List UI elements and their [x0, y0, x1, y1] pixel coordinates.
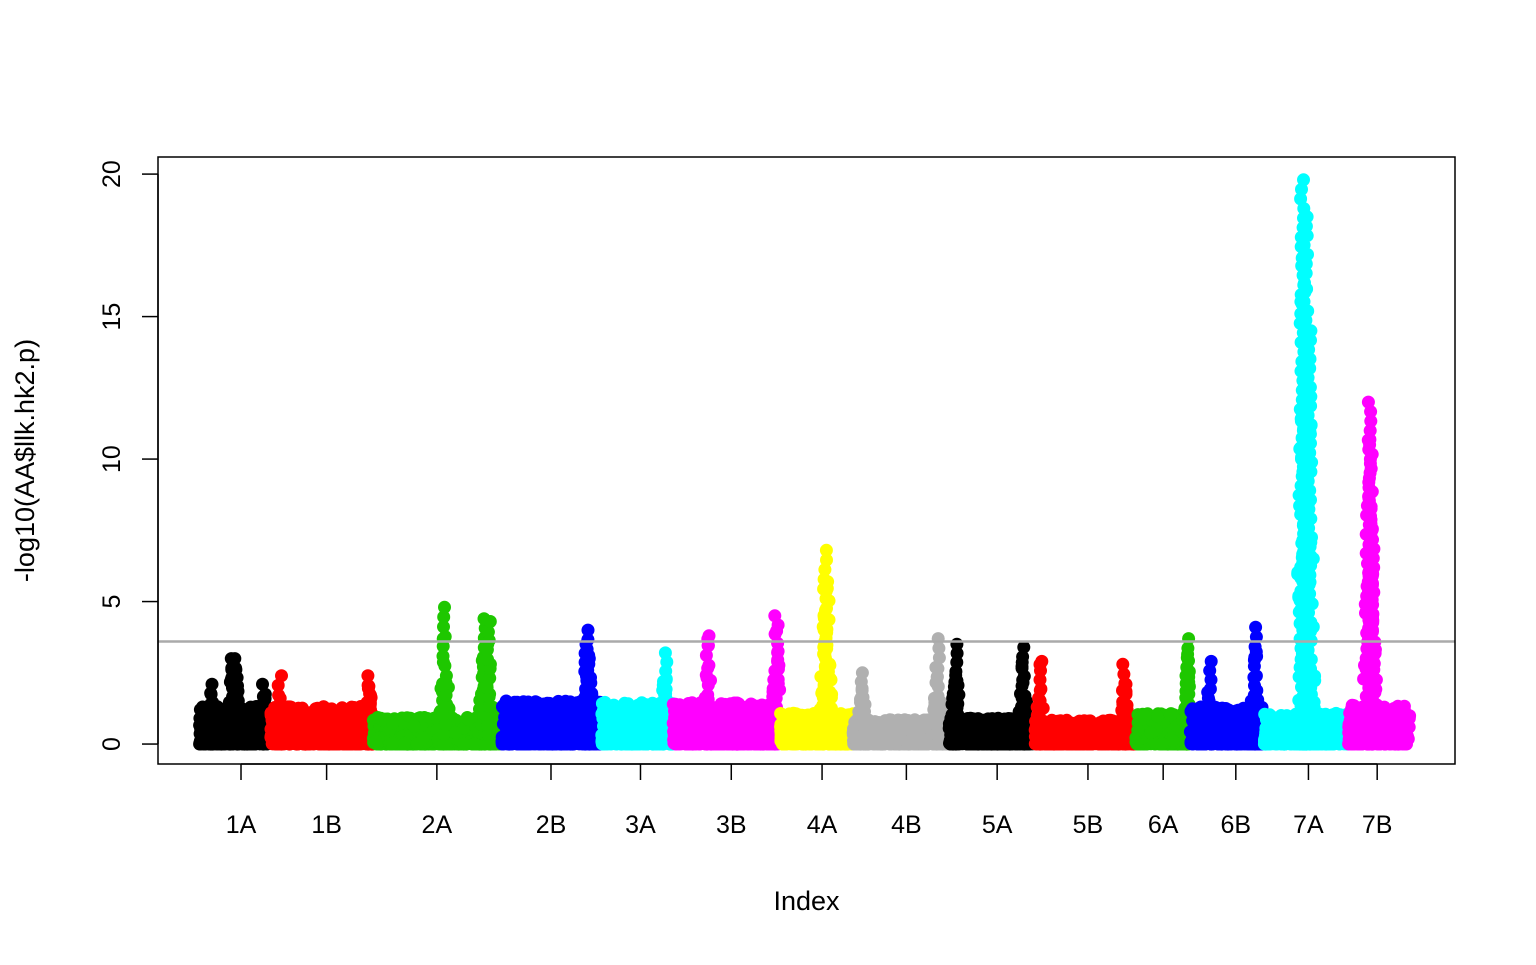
peak-point	[205, 717, 219, 731]
data-point	[416, 731, 430, 745]
data-point	[564, 736, 578, 750]
peak-point	[579, 637, 593, 651]
peak-point	[361, 669, 375, 683]
data-point	[341, 706, 355, 720]
data-point	[462, 713, 475, 726]
data-point	[321, 719, 335, 733]
data-point	[675, 722, 689, 736]
data-point	[407, 719, 421, 733]
data-point	[679, 734, 692, 748]
data-point	[195, 720, 209, 734]
data-point	[312, 734, 326, 748]
data-point	[606, 736, 619, 750]
data-point	[240, 711, 254, 724]
data-point	[246, 720, 260, 734]
data-point	[563, 716, 577, 730]
chromosome-3b-points	[666, 609, 787, 751]
data-point	[791, 736, 805, 750]
peak-point	[230, 680, 244, 694]
peak-point	[256, 677, 269, 691]
data-point	[369, 735, 383, 748]
chromosome-4a-points	[774, 543, 860, 751]
peak-point	[819, 543, 833, 557]
peak-point	[483, 615, 497, 628]
data-point	[780, 731, 794, 745]
peak-point	[206, 737, 219, 751]
data-point	[639, 727, 653, 741]
peak-point	[230, 728, 244, 742]
chromosome-2a-points	[366, 600, 509, 751]
peak-point	[768, 609, 782, 623]
data-point	[758, 711, 772, 725]
peak-point	[438, 600, 451, 614]
data-points-layer	[193, 173, 1417, 751]
data-point	[397, 737, 411, 751]
peak-point	[658, 646, 672, 660]
peak-point	[205, 707, 219, 721]
data-point	[718, 699, 732, 712]
peak-point	[204, 697, 218, 711]
chromosome-4b-points	[846, 632, 956, 751]
data-point	[375, 712, 389, 726]
data-point	[791, 710, 805, 724]
data-point	[502, 708, 516, 722]
peak-point	[230, 718, 244, 732]
peak-point	[204, 687, 218, 701]
data-point	[630, 704, 644, 718]
data-point	[537, 703, 551, 716]
data-point	[305, 722, 319, 736]
peak-point	[230, 690, 244, 704]
data-point	[603, 720, 617, 734]
chromosome-3a-points	[595, 646, 680, 751]
data-point	[804, 734, 818, 748]
chromosome-1a-points	[193, 652, 277, 751]
data-point	[508, 736, 522, 749]
data-point	[304, 707, 318, 721]
data-point	[723, 719, 737, 733]
data-point	[599, 706, 613, 719]
data-point	[747, 722, 761, 736]
peak-point	[230, 737, 244, 751]
chromosome-1b-points	[264, 669, 380, 751]
peak-point	[228, 652, 242, 666]
data-point	[617, 697, 631, 711]
peak-point	[821, 575, 835, 589]
data-point	[682, 705, 695, 719]
peak-point	[206, 727, 220, 741]
peak-point	[229, 661, 243, 675]
peak-point	[581, 623, 595, 637]
peak-point	[258, 687, 272, 701]
peak-point	[275, 669, 288, 683]
data-point	[386, 736, 400, 750]
data-point	[721, 737, 734, 751]
data-point	[543, 720, 557, 734]
peak-point	[205, 677, 219, 691]
data-point	[287, 735, 300, 749]
